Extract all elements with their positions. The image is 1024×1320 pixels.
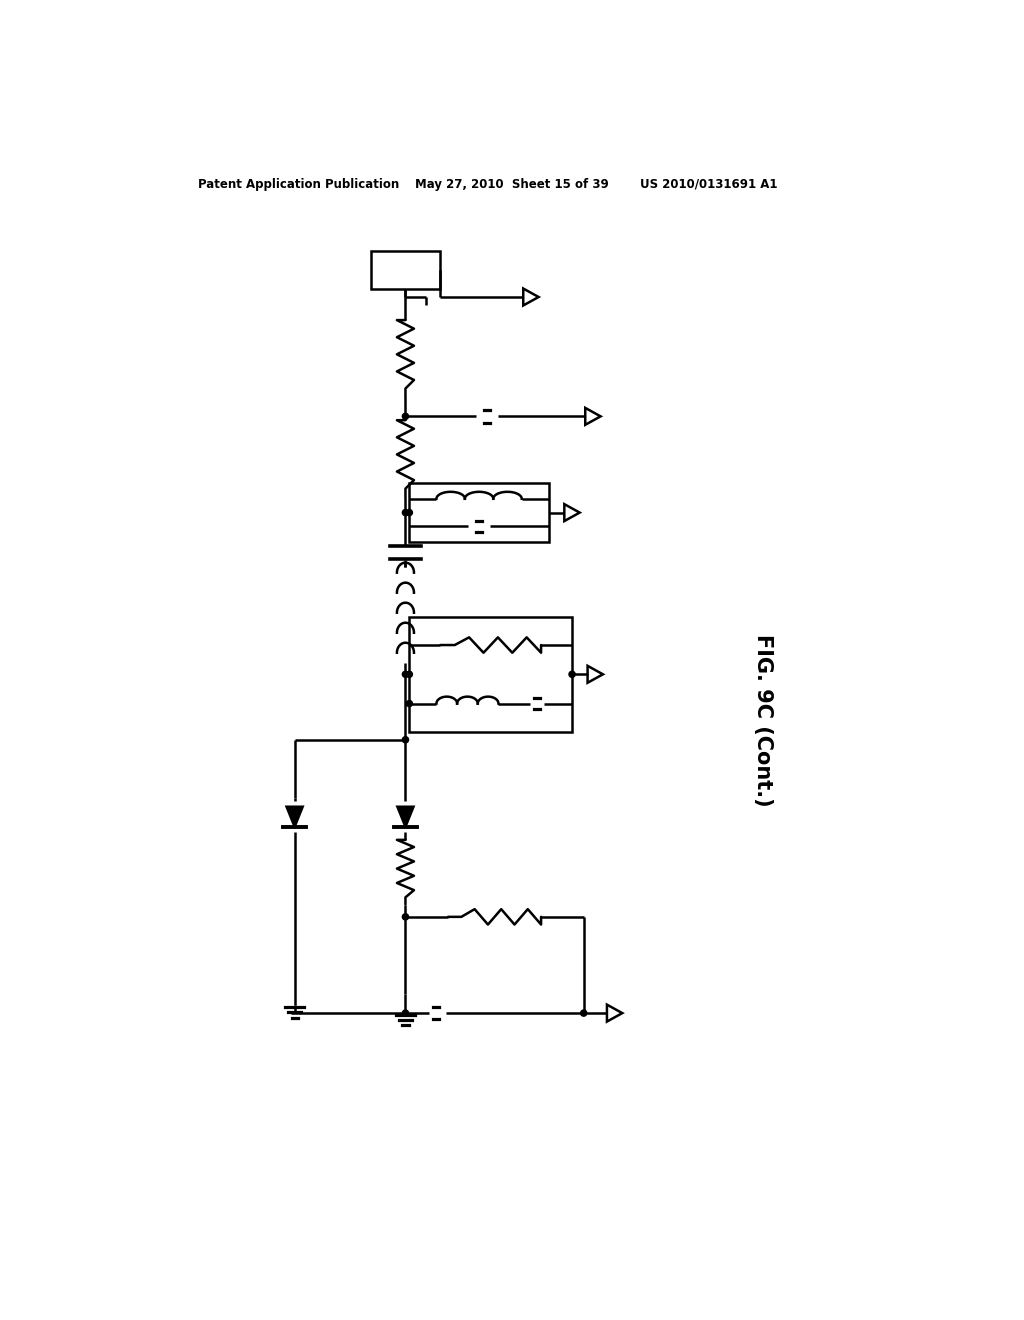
Bar [410,616,572,733]
Text: US 2010/0131691 A1: US 2010/0131691 A1 [640,178,777,190]
Bar [371,251,440,289]
Polygon shape [397,807,414,826]
Bar [410,483,549,543]
Circle shape [407,671,413,677]
Circle shape [402,1010,409,1016]
Text: May 27, 2010  Sheet 15 of 39: May 27, 2010 Sheet 15 of 39 [415,178,608,190]
Circle shape [402,671,409,677]
Circle shape [402,913,409,920]
Circle shape [569,671,575,677]
Circle shape [407,510,413,516]
Text: FIG. 9C (Cont.): FIG. 9C (Cont.) [754,634,773,807]
Polygon shape [287,807,303,826]
Circle shape [402,413,409,420]
Circle shape [402,510,409,516]
Circle shape [407,701,413,706]
Circle shape [402,737,409,743]
Circle shape [581,1010,587,1016]
Text: Patent Application Publication: Patent Application Publication [198,178,399,190]
